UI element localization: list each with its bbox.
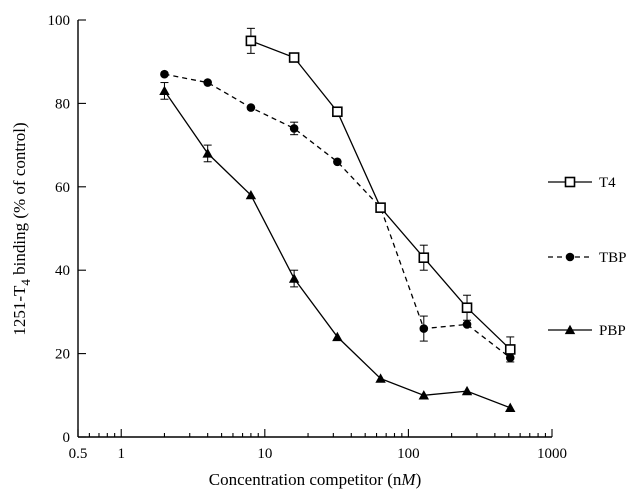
series-line-tbp xyxy=(164,73,511,359)
point-tbp xyxy=(160,69,169,79)
legend-item-tbp: TBP xyxy=(548,250,627,266)
point-t4 xyxy=(418,252,430,263)
point-pbp xyxy=(461,385,473,396)
point-t4 xyxy=(461,302,473,314)
point-pbp xyxy=(245,189,257,200)
point-t4 xyxy=(332,106,343,118)
point-t4 xyxy=(504,344,516,355)
y-tick-label: 20 xyxy=(55,347,70,363)
point-pbp xyxy=(418,390,430,400)
x-tick-label: 10 xyxy=(257,446,272,462)
y-axis-title: 1251-T4 binding (% of control) xyxy=(10,122,33,335)
legend-item-t4: T4 xyxy=(548,175,616,191)
y-tick-label: 100 xyxy=(48,13,71,29)
legend-marker-pbp xyxy=(564,324,576,335)
legend-label-pbp: PBP xyxy=(599,323,626,339)
legend: T4 TBP PBP xyxy=(548,175,627,339)
legend-marker-t4 xyxy=(564,176,576,188)
point-tbp xyxy=(203,78,212,87)
legend-item-pbp: PBP xyxy=(548,323,626,339)
point-t4 xyxy=(375,202,386,213)
point-pbp xyxy=(159,85,170,96)
legend-label-tbp: TBP xyxy=(599,250,627,266)
point-tbp xyxy=(289,124,299,133)
series-pbp xyxy=(159,82,516,412)
point-pbp xyxy=(505,402,516,412)
point-pbp xyxy=(375,373,386,383)
point-pbp xyxy=(332,331,343,342)
point-tbp xyxy=(419,324,429,333)
x-axis-title: Concentration competitor (nM) xyxy=(209,470,421,489)
axes xyxy=(77,20,552,438)
point-pbp xyxy=(288,273,300,283)
point-tbp xyxy=(246,103,256,112)
y-tick-label: 60 xyxy=(55,180,70,196)
series-t4 xyxy=(245,27,516,363)
x-tick-label: 1000 xyxy=(537,446,567,462)
y-tick-label: 0 xyxy=(63,430,71,446)
y-tick-label: 80 xyxy=(55,96,70,112)
x-tick-label: 0.5 xyxy=(69,446,88,462)
y-tick-label: 40 xyxy=(55,263,70,279)
point-tbp xyxy=(462,320,472,329)
point-tbp xyxy=(333,157,342,167)
x-tick-label: 1 xyxy=(117,446,125,462)
x-tick-label: 100 xyxy=(397,446,420,462)
series-line-pbp xyxy=(163,90,511,409)
point-t4 xyxy=(288,52,300,63)
legend-label-t4: T4 xyxy=(599,175,616,191)
series-layer xyxy=(159,27,516,412)
point-t4 xyxy=(245,35,257,47)
ticks: 0 20 40 60 80 100 0.5 1 10 100 1000 xyxy=(48,13,568,462)
point-pbp xyxy=(202,148,213,158)
legend-marker-tbp xyxy=(565,252,575,262)
